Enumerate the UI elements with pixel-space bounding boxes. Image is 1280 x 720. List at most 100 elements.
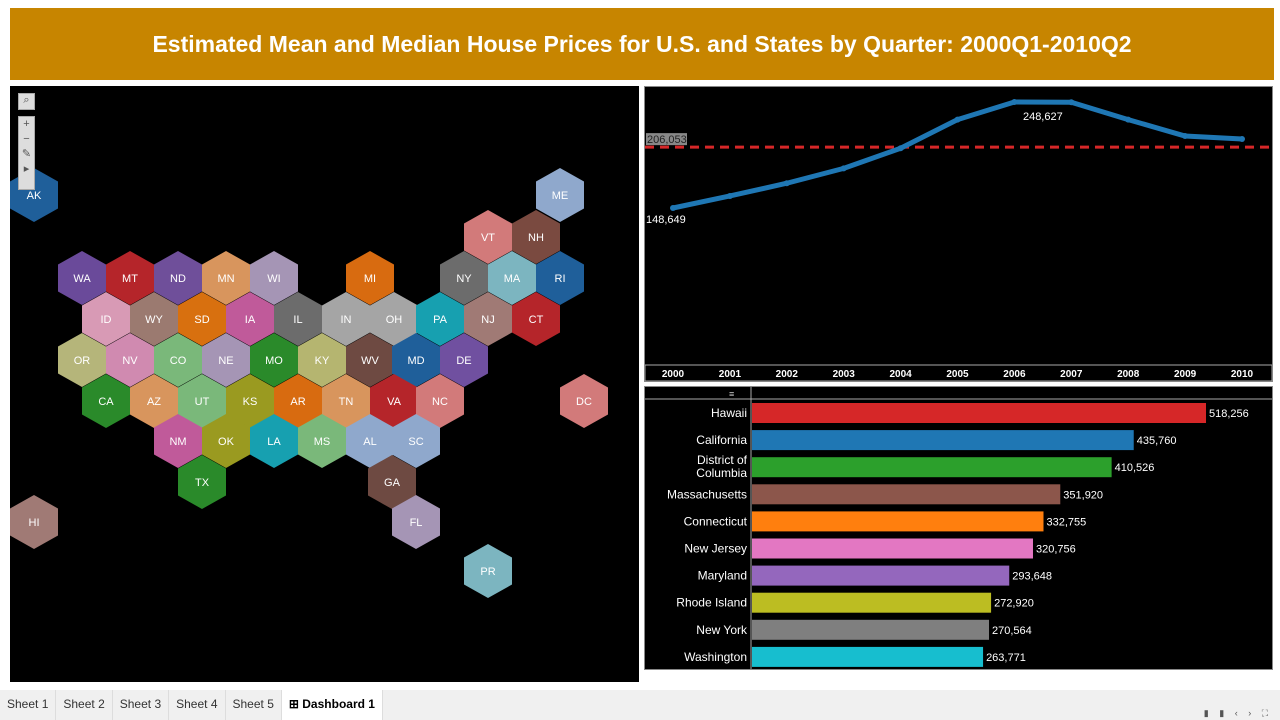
svg-text:WY: WY: [145, 314, 163, 326]
state-hex-pr[interactable]: PR: [464, 544, 512, 598]
state-hex-dc[interactable]: DC: [560, 374, 608, 428]
dashboard-title: Estimated Mean and Median House Prices f…: [10, 8, 1274, 80]
tab-sheet-5[interactable]: Sheet 5: [226, 690, 282, 720]
bar-value-label: 293,648: [1012, 571, 1052, 583]
x-tick-label: 2004: [889, 369, 912, 380]
line-point: [1068, 99, 1075, 106]
line-point: [1125, 116, 1132, 123]
bar-value-label: 272,920: [994, 598, 1034, 610]
zoom-in-icon[interactable]: +: [23, 118, 30, 130]
bar: [752, 457, 1112, 478]
state-hex-nc[interactable]: NC: [416, 374, 464, 428]
state-hex-va[interactable]: VA: [370, 374, 418, 428]
view-controls[interactable]: ▮ ▮ ‹ › ⛶: [1203, 708, 1272, 718]
state-hex-tn[interactable]: TN: [322, 374, 370, 428]
state-hex-mi[interactable]: MI: [346, 251, 394, 305]
state-hex-la[interactable]: LA: [250, 414, 298, 468]
svg-text:FL: FL: [410, 517, 423, 529]
state-hex-sd[interactable]: SD: [178, 292, 226, 346]
state-hex-hi[interactable]: HI: [10, 495, 58, 549]
state-hex-ma[interactable]: MA: [488, 251, 536, 305]
svg-text:WV: WV: [361, 355, 379, 367]
state-hex-id[interactable]: ID: [82, 292, 130, 346]
state-hex-ct[interactable]: CT: [512, 292, 560, 346]
state-hex-mn[interactable]: MN: [202, 251, 250, 305]
bar-category-label: Rhode Island: [676, 596, 747, 610]
line-point: [1182, 133, 1189, 140]
svg-text:ME: ME: [552, 190, 569, 202]
tab-sheet-3[interactable]: Sheet 3: [113, 690, 170, 720]
line-point: [954, 116, 961, 123]
tab-dashboard-1[interactable]: ⊞ Dashboard 1: [281, 690, 383, 720]
state-hex-ar[interactable]: AR: [274, 374, 322, 428]
x-tick-label: 2000: [662, 369, 685, 380]
state-hex-wv[interactable]: WV: [346, 333, 394, 387]
state-hex-il[interactable]: IL: [274, 292, 322, 346]
state-hex-nj[interactable]: NJ: [464, 292, 512, 346]
tab-sheet-1[interactable]: Sheet 1: [0, 690, 57, 720]
state-hex-mt[interactable]: MT: [106, 251, 154, 305]
bar: [752, 430, 1134, 451]
state-hex-oh[interactable]: OH: [370, 292, 418, 346]
bar-category-label: California: [696, 433, 747, 447]
state-hex-nh[interactable]: NH: [512, 210, 560, 264]
pin-icon[interactable]: ✎: [21, 148, 32, 160]
state-hex-pa[interactable]: PA: [416, 292, 464, 346]
zoom-out-icon[interactable]: −: [23, 133, 30, 145]
bar-category-label: New Jersey: [684, 542, 747, 556]
svg-text:NC: NC: [432, 396, 448, 408]
sort-icon[interactable]: ≡: [729, 389, 734, 399]
state-hex-wy[interactable]: WY: [130, 292, 178, 346]
state-hex-wa[interactable]: WA: [58, 251, 106, 305]
tab-sheet-4[interactable]: Sheet 4: [169, 690, 226, 720]
svg-text:MN: MN: [217, 273, 234, 285]
state-hex-al[interactable]: AL: [346, 414, 394, 468]
bar: [752, 619, 990, 640]
hex-map-svg[interactable]: AK ME VT NH WA MT ND MN WI MI NY MA RI ID WY SD IA IL IN OH…: [10, 86, 639, 682]
reference-label: 206,053: [647, 134, 687, 146]
state-hex-ny[interactable]: NY: [440, 251, 488, 305]
bar-category-label: Hawaii: [711, 406, 747, 420]
state-hex-ne[interactable]: NE: [202, 333, 250, 387]
state-hex-ks[interactable]: KS: [226, 374, 274, 428]
svg-text:NM: NM: [169, 436, 186, 448]
state-hex-fl[interactable]: FL: [392, 495, 440, 549]
svg-text:SD: SD: [194, 314, 209, 326]
state-hex-mo[interactable]: MO: [250, 333, 298, 387]
state-hex-ky[interactable]: KY: [298, 333, 346, 387]
state-hex-wi[interactable]: WI: [250, 251, 298, 305]
svg-text:ND: ND: [170, 273, 186, 285]
state-hex-me[interactable]: ME: [536, 168, 584, 222]
bar-category-label: New York: [696, 623, 748, 637]
expand-arrow-icon[interactable]: ▸: [23, 163, 30, 175]
state-hex-sc[interactable]: SC: [392, 414, 440, 468]
svg-text:KY: KY: [315, 355, 330, 367]
state-hex-md[interactable]: MD: [392, 333, 440, 387]
state-hex-tx[interactable]: TX: [178, 455, 226, 509]
state-hex-or[interactable]: OR: [58, 333, 106, 387]
state-hex-ri[interactable]: RI: [536, 251, 584, 305]
search-icon[interactable]: ⌕: [18, 93, 35, 110]
state-hex-ga[interactable]: GA: [368, 455, 416, 509]
svg-text:IL: IL: [293, 314, 302, 326]
state-hex-nv[interactable]: NV: [106, 333, 154, 387]
state-hex-ok[interactable]: OK: [202, 414, 250, 468]
state-hex-co[interactable]: CO: [154, 333, 202, 387]
state-hex-vt[interactable]: VT: [464, 210, 512, 264]
x-tick-label: 2003: [833, 369, 856, 380]
state-hex-nd[interactable]: ND: [154, 251, 202, 305]
state-hex-in[interactable]: IN: [322, 292, 370, 346]
state-hex-ia[interactable]: IA: [226, 292, 274, 346]
x-tick-label: 2006: [1003, 369, 1026, 380]
tab-sheet-2[interactable]: Sheet 2: [56, 690, 113, 720]
x-tick-label: 2002: [776, 369, 799, 380]
state-hex-ms[interactable]: MS: [298, 414, 346, 468]
svg-text:CO: CO: [170, 355, 187, 367]
state-hex-ut[interactable]: UT: [178, 374, 226, 428]
state-hex-nm[interactable]: NM: [154, 414, 202, 468]
hex-map[interactable]: AK ME VT NH WA MT ND MN WI MI NY MA RI ID WY SD IA IL IN OH…: [10, 86, 639, 682]
state-hex-az[interactable]: AZ: [130, 374, 178, 428]
state-hex-de[interactable]: DE: [440, 333, 488, 387]
state-hex-ca[interactable]: CA: [82, 374, 130, 428]
bar-value-label: 518,256: [1209, 408, 1249, 420]
